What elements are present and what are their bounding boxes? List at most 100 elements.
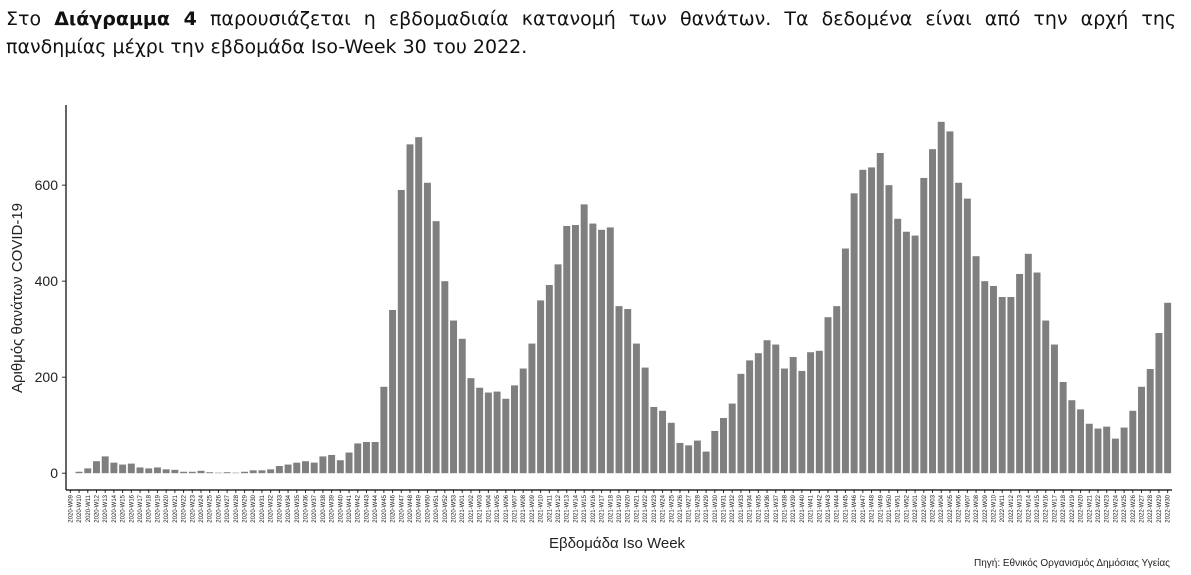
bar <box>476 387 484 474</box>
x-tick-label: 2022-W06 <box>957 494 963 522</box>
bar <box>702 451 710 474</box>
bar <box>1103 426 1111 474</box>
bar <box>685 445 693 474</box>
x-tick-label: 2021-W16 <box>591 494 597 522</box>
bar <box>328 454 336 474</box>
x-tick-label: 2020-W47 <box>399 494 405 522</box>
bar <box>937 121 945 474</box>
bar <box>746 360 754 474</box>
x-tick-label: 2020-W44 <box>373 494 379 522</box>
bold-text: Διάγραμμα 4 <box>54 8 197 30</box>
bar <box>119 464 127 474</box>
x-tick-label: 2021-W13 <box>565 494 571 522</box>
x-tick-label: 2021-W47 <box>861 494 867 522</box>
x-tick-label: 2021-W48 <box>870 494 876 522</box>
x-tick-label: 2021-W20 <box>626 494 632 522</box>
bar <box>1024 253 1032 474</box>
bar <box>1068 400 1076 474</box>
x-tick-label: 2020-W23 <box>190 494 196 522</box>
bar <box>868 167 876 474</box>
x-tick-label: 2020-W37 <box>312 494 318 522</box>
x-tick-label: 2020-W25 <box>208 494 214 522</box>
x-tick-label: 2020-W33 <box>277 494 283 522</box>
x-tick-label: 2020-W15 <box>121 494 127 522</box>
bar <box>754 353 762 474</box>
bar <box>989 285 997 474</box>
x-tick-label: 2020-W41 <box>347 494 353 522</box>
x-tick-label: 2020-W36 <box>303 494 309 522</box>
x-tick-label: 2022-W20 <box>1079 494 1085 522</box>
bar <box>206 472 214 474</box>
x-tick-label: 2022-W18 <box>1061 494 1067 522</box>
bar <box>876 153 884 474</box>
bar <box>1094 428 1102 474</box>
bar <box>737 373 745 474</box>
x-tick-label: 2022-W17 <box>1052 494 1058 522</box>
x-tick-label: 2021-W40 <box>800 494 806 522</box>
x-tick-label: 2021-W44 <box>835 494 841 522</box>
bar <box>406 144 414 474</box>
x-tick-label: 2022-W23 <box>1105 494 1111 522</box>
x-tick-label: 2020-W11 <box>86 494 92 522</box>
x-tick-label: 2021-W11 <box>547 494 553 522</box>
x-tick-label: 2020-W49 <box>417 494 423 522</box>
x-tick-label: 2021-W22 <box>643 494 649 522</box>
x-tick-label: 2021-W50 <box>887 494 893 522</box>
x-tick-label: 2021-W42 <box>817 494 823 522</box>
bar <box>223 472 231 474</box>
bar <box>241 471 249 474</box>
x-tick-label: 2021-W23 <box>652 494 658 522</box>
x-tick-label: 2020-W38 <box>321 494 327 522</box>
bar <box>728 403 736 474</box>
bar <box>998 297 1006 474</box>
x-tick-label: 2021-W36 <box>765 494 771 522</box>
x-tick-label: 2021-W26 <box>678 494 684 522</box>
bar <box>397 189 405 474</box>
bar <box>720 417 727 474</box>
bar <box>188 471 196 474</box>
x-tick-label: 2022-W10 <box>991 494 997 522</box>
bar <box>545 285 553 474</box>
text: Στο <box>6 8 55 30</box>
y-tick-label: 400 <box>35 273 59 289</box>
x-tick-label: 2021-W43 <box>826 494 832 522</box>
y-tick-label: 0 <box>50 465 58 481</box>
x-tick-label: 2021-W30 <box>713 494 719 522</box>
x-tick-label: 2020-W20 <box>164 494 170 522</box>
x-tick-label: 2021-W37 <box>774 494 780 522</box>
x-tick-label: 2022-W09 <box>983 494 989 522</box>
bar <box>902 231 910 474</box>
bar <box>1059 381 1067 474</box>
x-tick-label: 2022-W05 <box>948 494 954 522</box>
bar <box>458 338 466 474</box>
bar <box>946 131 954 474</box>
y-axis-label: Αριθμός θανάτων COVID-19 <box>9 203 26 393</box>
y-tick-label: 600 <box>35 177 59 193</box>
bar <box>136 467 144 474</box>
x-tick-label: 2020-W09 <box>68 494 74 522</box>
x-tick-label: 2022-W03 <box>931 494 937 522</box>
x-tick-label: 2021-W27 <box>687 494 693 522</box>
bar <box>197 470 205 474</box>
x-tick-label: 2021-W31 <box>722 494 728 522</box>
x-tick-label: 2022-W30 <box>1166 494 1172 522</box>
x-tick-label: 2021-W19 <box>617 494 623 522</box>
x-tick-label: 2021-W02 <box>469 494 475 522</box>
bar <box>807 352 815 474</box>
bar <box>1050 344 1058 474</box>
bar <box>624 309 632 474</box>
bar <box>632 343 640 474</box>
bar <box>1164 302 1172 474</box>
x-tick-label: 2022-W01 <box>913 494 919 522</box>
bar <box>963 198 971 474</box>
x-tick-label: 2022-W22 <box>1096 494 1102 522</box>
x-tick-label: 2020-W18 <box>147 494 153 522</box>
bar <box>972 256 980 474</box>
bar <box>371 441 379 474</box>
bar <box>981 281 989 474</box>
x-tick-label: 2021-W39 <box>791 494 797 522</box>
bar <box>467 378 475 474</box>
bar <box>1111 438 1119 474</box>
bar <box>676 442 684 474</box>
x-tick-label: 2021-W25 <box>669 494 675 522</box>
